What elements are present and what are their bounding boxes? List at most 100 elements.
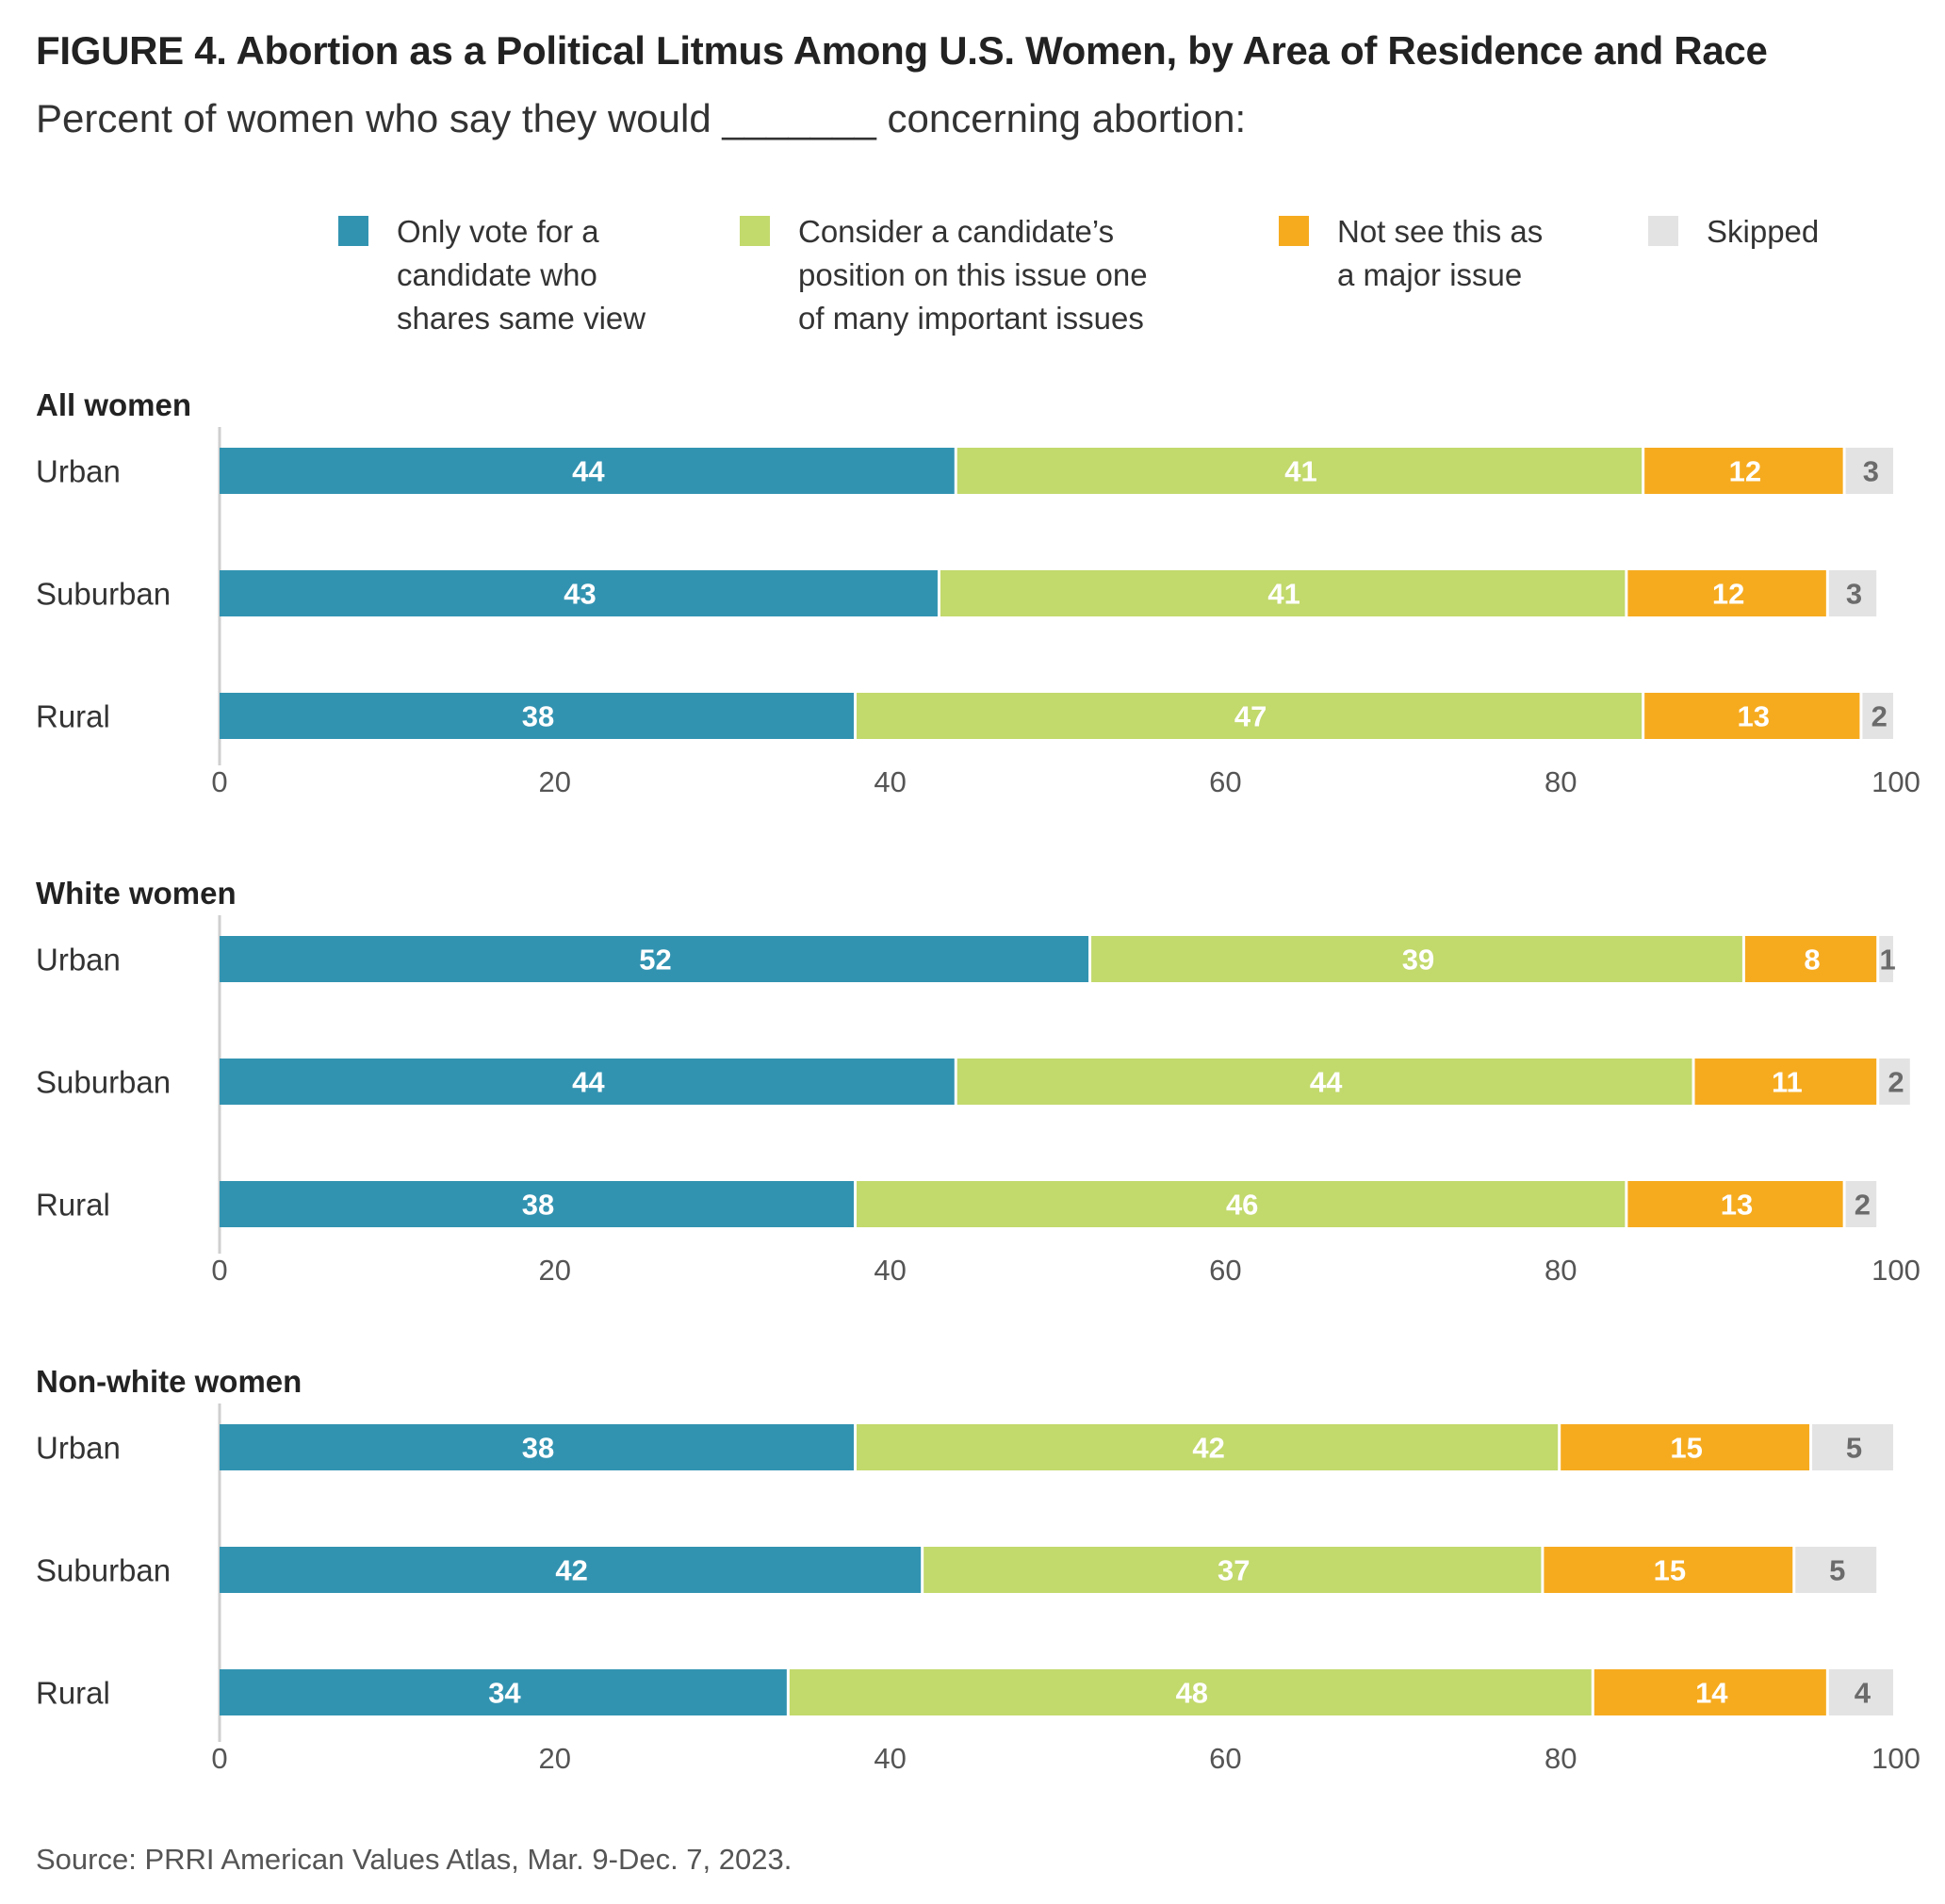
bar-segment [220,1669,787,1715]
legend-swatch [1279,216,1309,246]
x-tick-label: 100 [1871,765,1920,798]
bar-segment [1561,1424,1810,1470]
bar-segment [220,1181,855,1227]
bar-segment [1091,936,1742,982]
x-tick-label: 20 [539,1742,571,1775]
x-tick-label: 100 [1871,1254,1920,1287]
legend-label: Not see this as a major issue [1337,214,1544,292]
data-label: 14 [1695,1677,1728,1710]
bar-segment [220,693,855,739]
category-label: Urban [36,943,121,977]
legend-swatch [338,216,368,246]
bar-segment [857,1181,1626,1227]
legend-swatch [740,216,770,246]
x-tick-label: 80 [1545,1742,1577,1775]
bar-segment [1594,1669,1826,1715]
x-tick-label: 0 [211,1742,227,1775]
bar-segment [1812,1424,1893,1470]
bar-segment [1744,936,1877,982]
bar-segment [857,693,1643,739]
bar-segment [220,448,955,494]
data-label: 38 [522,1189,554,1222]
bar-segment [1544,1547,1793,1593]
data-label: 13 [1738,700,1770,733]
legend-item-consider: Consider a candidate’s position on this … [740,210,1148,340]
data-label: 41 [1284,455,1316,488]
bar-segment [220,1547,922,1593]
bar-segment [220,1424,855,1470]
chart-subtitle: Percent of women who say they would ____… [36,96,1247,140]
source-note: Source: PRRI American Values Atlas, Mar.… [36,1843,793,1876]
bar-segment [1845,448,1893,494]
x-tick-label: 60 [1209,765,1241,798]
data-label: 12 [1729,455,1761,488]
data-label: 42 [555,1554,587,1587]
category-label: Suburban [36,577,171,612]
data-label: 5 [1829,1554,1845,1587]
data-label: 46 [1226,1189,1258,1222]
data-label: 38 [522,1432,554,1465]
x-tick-label: 60 [1209,1742,1241,1775]
data-label: 2 [1871,700,1888,733]
data-label: 1 [1879,944,1895,977]
data-label: 48 [1176,1677,1208,1710]
bar-segment [1879,936,1893,982]
category-label: Urban [36,454,121,489]
category-label: Suburban [36,1065,171,1100]
x-tick-label: 40 [874,765,906,798]
legend-item-skipped: Skipped [1648,210,1819,254]
bar-segment [1828,1669,1893,1715]
x-tick-label: 60 [1209,1254,1241,1287]
data-label: 15 [1670,1432,1702,1465]
data-label: 8 [1804,944,1820,977]
chart-title: FIGURE 4. Abortion as a Political Litmus… [36,28,1768,73]
panel-title: Non-white women [36,1364,302,1399]
data-label: 3 [1863,455,1879,488]
data-label: 12 [1712,578,1744,611]
category-label: Suburban [36,1553,171,1588]
data-label: 15 [1654,1554,1686,1587]
bar-segment [940,570,1626,616]
data-label: 11 [1772,1066,1803,1099]
data-label: 44 [572,455,605,488]
bar-segment [1627,1181,1843,1227]
category-label: Rural [36,699,110,734]
bar-segment [220,936,1089,982]
bar-segment [1879,1059,1910,1105]
bar-segment [1862,693,1893,739]
bar-segment [956,1059,1692,1105]
data-label: 37 [1218,1554,1250,1587]
category-label: Rural [36,1188,110,1223]
x-tick-label: 100 [1871,1742,1920,1775]
legend-swatch [1648,216,1678,246]
x-tick-label: 40 [874,1254,906,1287]
bar-segment [857,1424,1559,1470]
category-label: Urban [36,1431,121,1466]
data-label: 2 [1855,1189,1871,1222]
bar-segment [1845,1181,1877,1227]
x-tick-label: 80 [1545,765,1577,798]
bar-segment [1694,1059,1877,1105]
bar-segment [956,448,1643,494]
legend-label: Only vote for a candidate who shares sam… [397,214,646,336]
bar-segment [1627,570,1826,616]
data-label: 13 [1721,1189,1753,1222]
data-label: 47 [1234,700,1267,733]
x-tick-label: 20 [539,765,571,798]
data-label: 2 [1888,1066,1904,1099]
data-label: 5 [1846,1432,1862,1465]
panel-title: White women [36,876,237,911]
data-label: 39 [1402,944,1434,977]
legend-item-not-major: Not see this as a major issue [1279,210,1543,297]
bar-segment [1828,570,1877,616]
panel-title: All women [36,387,191,422]
bar-segment [220,570,938,616]
bar-segment [1644,693,1860,739]
bar-segment [923,1547,1542,1593]
data-label: 43 [564,578,596,611]
x-tick-label: 40 [874,1742,906,1775]
data-label: 34 [488,1677,521,1710]
legend-label: Consider a candidate’s position on this … [798,214,1148,336]
data-label: 44 [1310,1066,1343,1099]
